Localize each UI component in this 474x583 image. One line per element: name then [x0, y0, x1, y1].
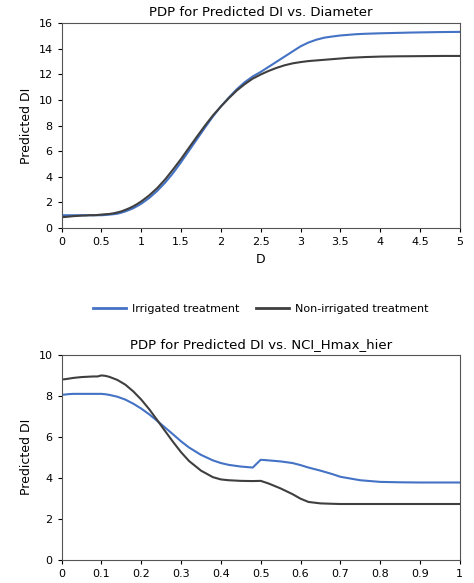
Y-axis label: Predicted DI: Predicted DI: [20, 87, 33, 164]
Y-axis label: Predicted DI: Predicted DI: [20, 419, 33, 496]
X-axis label: D: D: [256, 252, 265, 266]
Title: PDP for Predicted DI vs. Diameter: PDP for Predicted DI vs. Diameter: [149, 6, 373, 19]
Legend: Irrigated treatment, Non-irrigated treatment: Irrigated treatment, Non-irrigated treat…: [89, 299, 433, 318]
Title: PDP for Predicted DI vs. NCI_Hmax_hier: PDP for Predicted DI vs. NCI_Hmax_hier: [129, 338, 392, 351]
